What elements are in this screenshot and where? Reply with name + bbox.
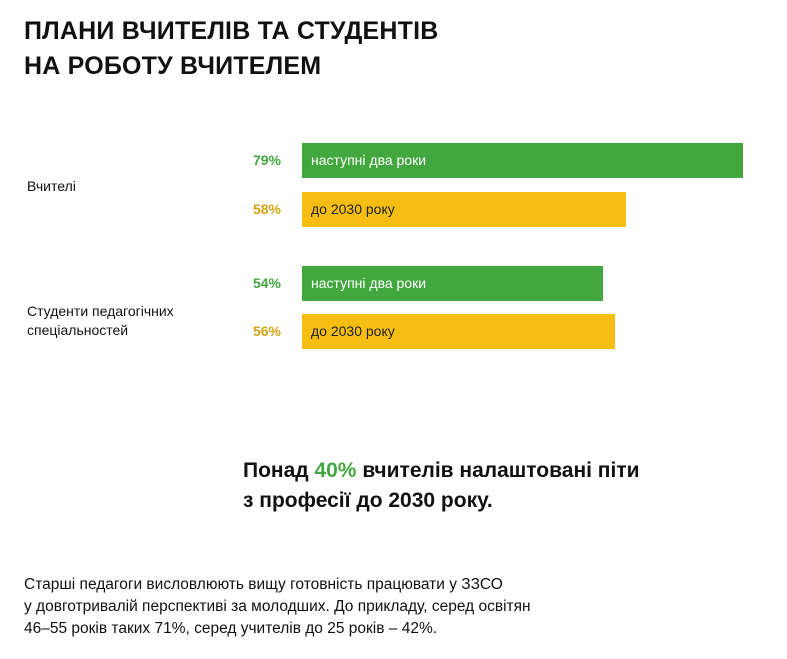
pct-label: 79% bbox=[252, 152, 281, 168]
bar-label: до 2030 року bbox=[311, 323, 395, 339]
headline: Понад 40% вчителів налаштовані піти з про… bbox=[243, 456, 640, 516]
bar: до 2030 року bbox=[302, 192, 626, 227]
headline-line2: з професії до 2030 року. bbox=[243, 489, 493, 512]
bar-label: наступні два роки bbox=[311, 275, 427, 291]
bar: до 2030 року bbox=[302, 314, 615, 349]
headline-suffix: вчителів налаштовані піти bbox=[356, 459, 640, 482]
bar-label: до 2030 року bbox=[311, 201, 395, 217]
group-label-students: Студенти педагогічних спеціальностей bbox=[27, 303, 174, 338]
pct-label: 56% bbox=[252, 323, 281, 339]
pct-label: 54% bbox=[252, 275, 281, 291]
page-title: ПЛАНИ ВЧИТЕЛІВ ТА СТУДЕНТІВ НА РОБОТУ ВЧ… bbox=[24, 17, 439, 80]
footnote: Старші педагоги висловлюють вищу готовні… bbox=[24, 576, 531, 637]
bar: наступні два роки bbox=[302, 266, 603, 301]
bar-label: наступні два роки bbox=[311, 152, 427, 168]
pct-label: 58% bbox=[252, 201, 281, 217]
headline-highlight: 40% bbox=[314, 459, 357, 482]
headline-prefix: Понад bbox=[243, 459, 315, 482]
group-label-teachers: Вчителі bbox=[27, 178, 76, 194]
bar: наступні два роки bbox=[302, 143, 743, 178]
